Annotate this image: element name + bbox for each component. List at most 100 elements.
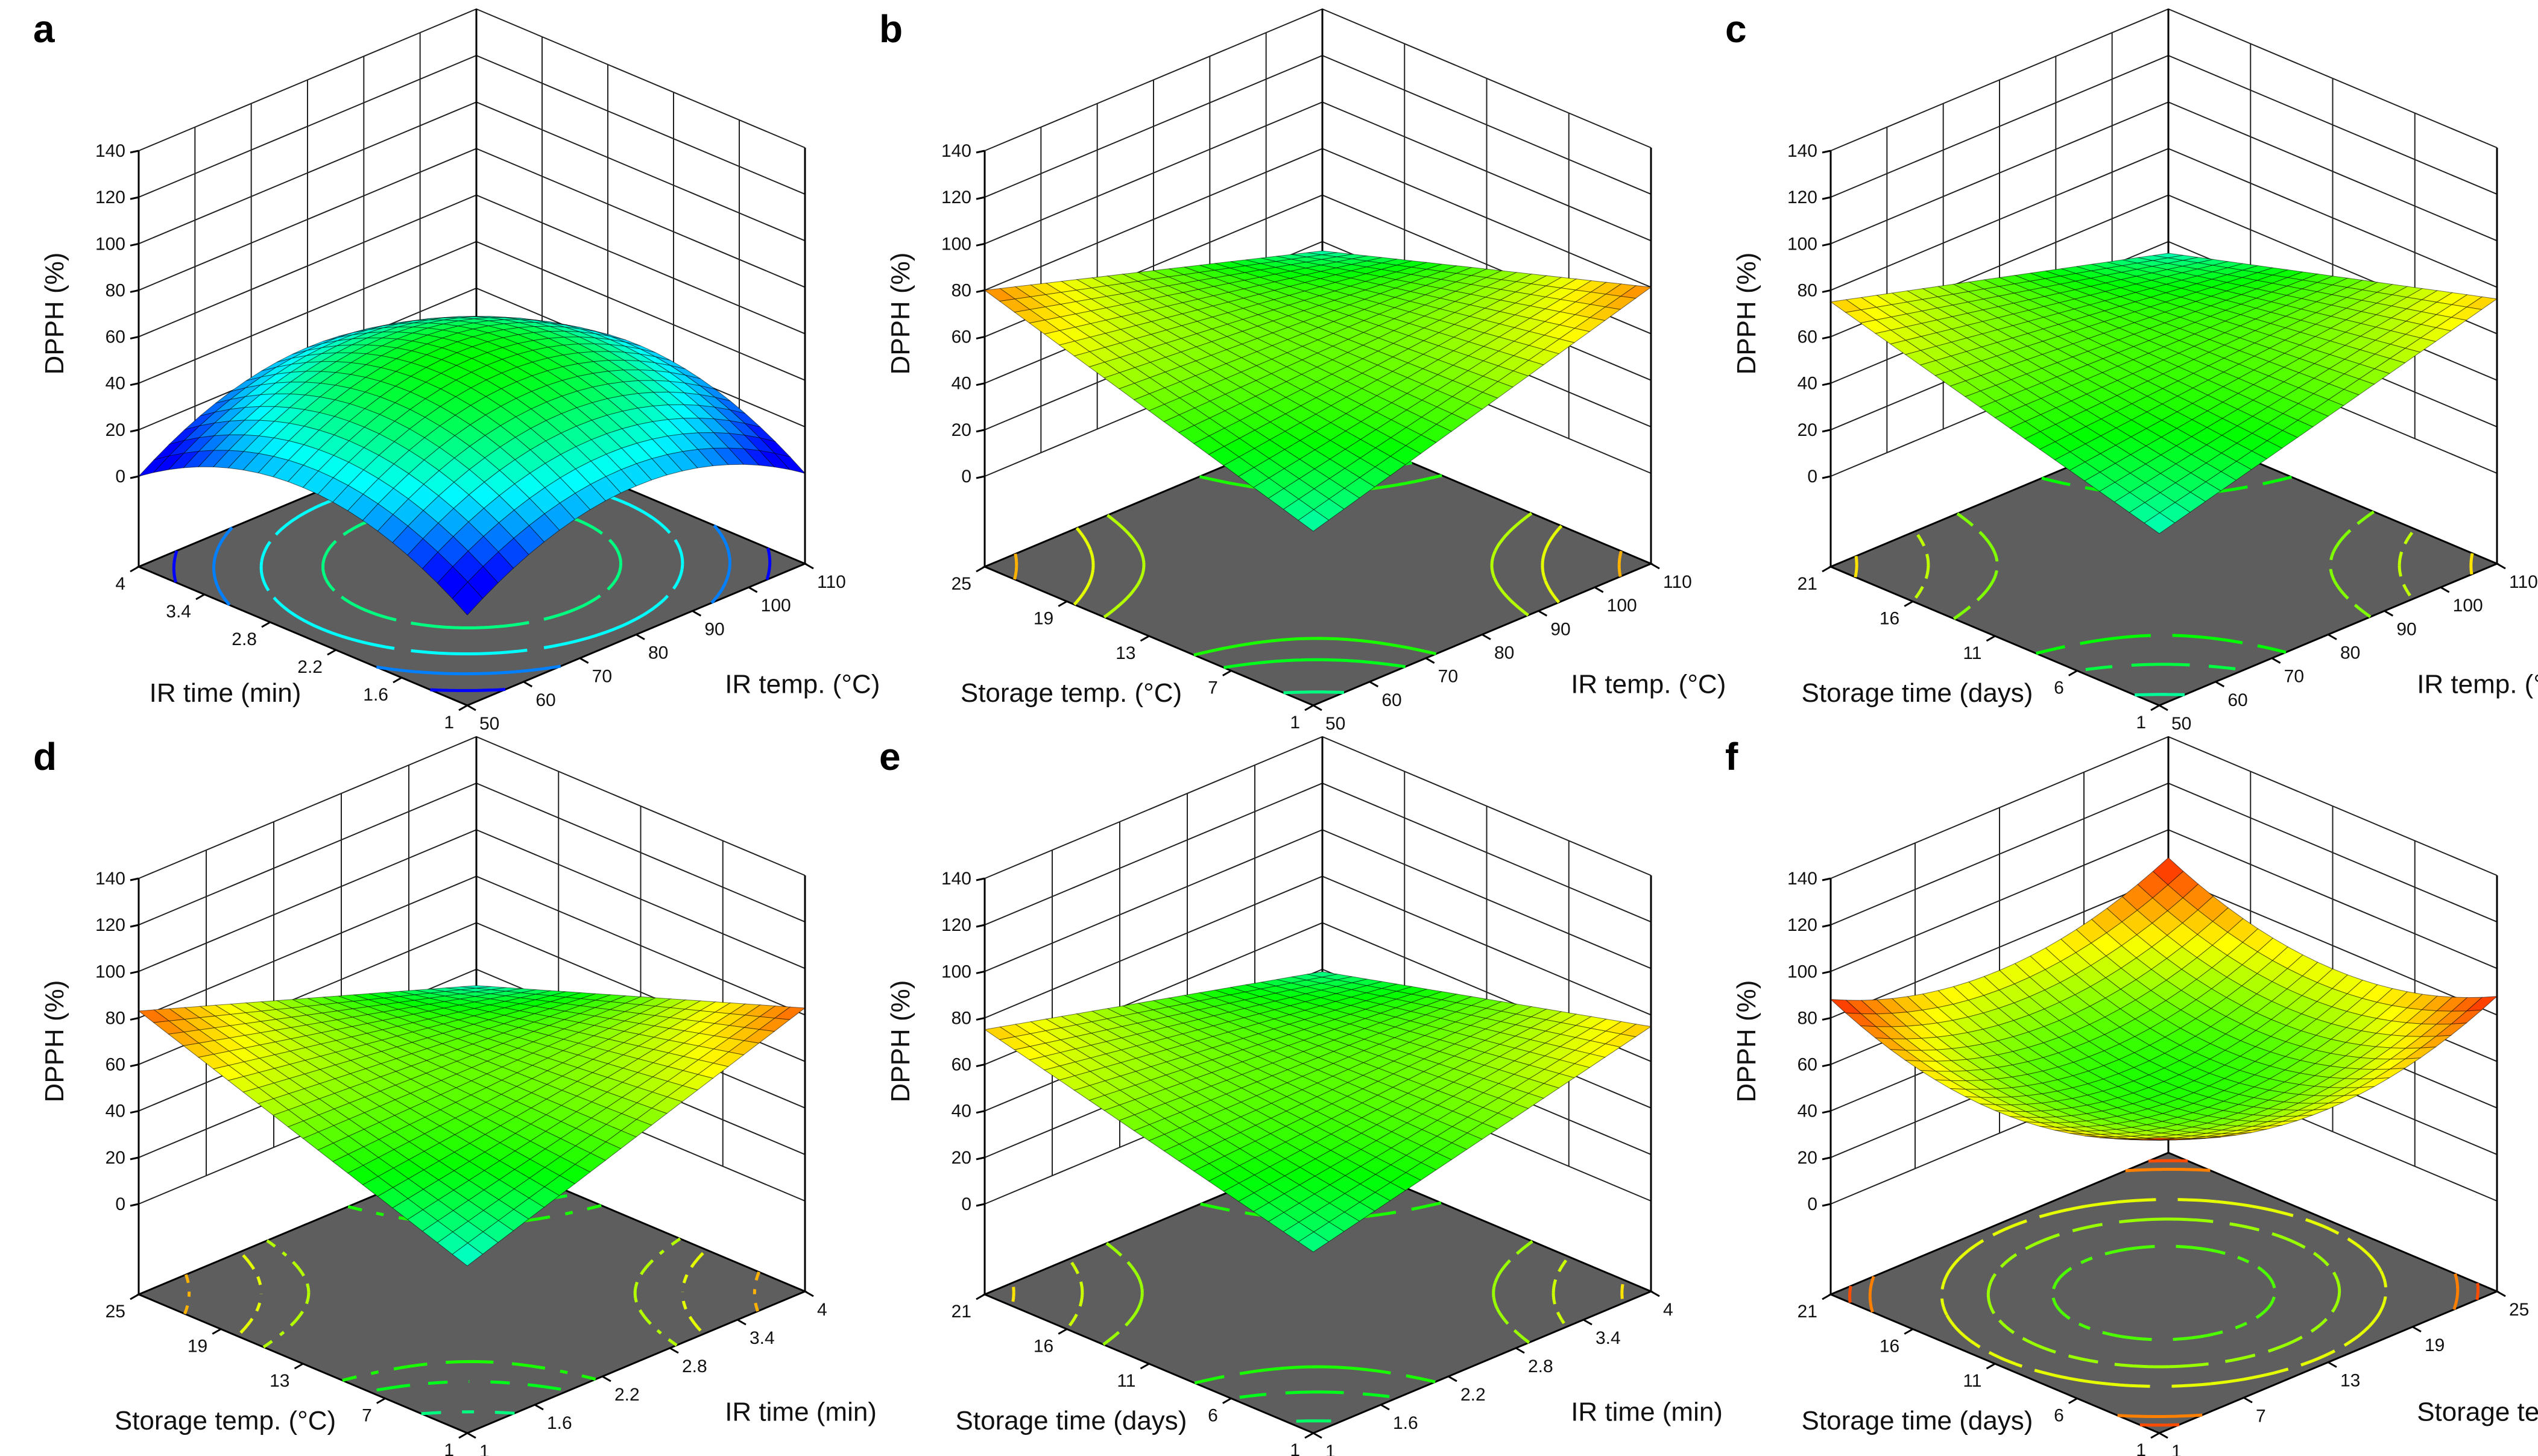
x-tick <box>804 1290 814 1297</box>
z-tick-label: 140 <box>1787 141 1817 161</box>
z-tick <box>130 924 139 928</box>
contour-lines <box>1854 433 2474 697</box>
y-tick <box>1222 1398 1232 1404</box>
y-axis-label: IR time (min) <box>150 678 301 708</box>
y-tick-label: 6 <box>2054 1406 2064 1426</box>
y-axis-label: Storage temp. (°C) <box>115 1406 336 1436</box>
z-tick-label: 20 <box>1798 1148 1817 1168</box>
x-tick <box>1425 657 1435 664</box>
z-tick-label: 60 <box>106 327 125 347</box>
y-tick <box>2068 1398 2078 1404</box>
x-tick-label: 50 <box>479 714 499 734</box>
contour-line <box>1013 550 1623 580</box>
x-tick <box>636 634 645 640</box>
x-tick-label: 100 <box>761 596 791 616</box>
gridline-z <box>138 194 806 338</box>
x-tick <box>2384 610 2394 617</box>
z-tick <box>976 1203 985 1207</box>
z-tick-label: 140 <box>95 141 125 161</box>
x-axis: 1 7 13 19 25 Storage temp. (°C) <box>2159 1290 2538 1456</box>
y-tick-label: 11 <box>1117 1371 1135 1391</box>
panel-e: e 0 20 40 60 80 100 120 140 DPPH (%) 1 1.6 2.2 2.8 3.4… <box>879 735 1723 1456</box>
y-tick-label: 25 <box>952 574 971 594</box>
x-tick-label: 110 <box>817 572 846 592</box>
x-tick <box>467 704 476 711</box>
y-tick-label: 1 <box>444 1440 454 1456</box>
z-tick <box>976 242 985 247</box>
y-tick <box>376 1398 386 1404</box>
gridline-z <box>138 783 806 926</box>
y-tick-label: 6 <box>2054 678 2064 698</box>
y-tick-label: 13 <box>1116 643 1135 663</box>
surface-cell <box>1298 509 1330 532</box>
y-tick-label: 16 <box>1880 609 1899 629</box>
x-tick-label: 7 <box>2256 1406 2266 1426</box>
x-tick-label: 2.8 <box>682 1357 707 1376</box>
y-tick <box>195 593 205 600</box>
z-tick <box>130 1016 139 1021</box>
z-tick-label: 20 <box>106 1148 125 1168</box>
z-tick-label: 60 <box>1798 327 1817 347</box>
x-tick <box>1313 704 1322 711</box>
x-tick-label: 70 <box>2284 667 2304 687</box>
response-surface <box>137 985 806 1267</box>
z-tick-label: 0 <box>961 1194 971 1214</box>
y-tick <box>2068 670 2078 676</box>
z-axis-label: DPPH (%) <box>886 253 915 375</box>
x-tick <box>1448 1375 1457 1382</box>
response-surface <box>983 250 1652 532</box>
z-tick <box>976 1110 985 1114</box>
z-tick <box>130 336 139 340</box>
y-tick <box>130 1293 139 1300</box>
x-tick-label: 80 <box>648 643 668 663</box>
x-tick-label: 100 <box>1607 596 1637 616</box>
x-tick-label: 25 <box>2509 1300 2529 1320</box>
z-tick-label: 20 <box>1798 420 1817 440</box>
x-tick <box>1313 1432 1322 1439</box>
z-tick-label: 80 <box>106 1008 125 1028</box>
x-tick <box>1650 563 1660 570</box>
x-tick <box>2440 586 2450 593</box>
y-tick-label: 4 <box>115 574 125 594</box>
x-axis: 1 1.6 2.2 2.8 3.4 4 IR time (min) <box>1313 1290 1723 1456</box>
panel-label: e <box>879 735 901 778</box>
y-tick <box>1140 635 1150 642</box>
z-tick-label: 100 <box>941 962 971 982</box>
z-tick-label: 60 <box>952 327 971 347</box>
x-tick-label: 100 <box>2453 596 2483 616</box>
y-tick <box>1904 600 1913 607</box>
y-tick <box>261 621 271 628</box>
z-tick <box>976 336 985 340</box>
panel-label: f <box>1725 735 1738 778</box>
x-tick <box>1650 1290 1660 1297</box>
z-tick <box>1822 877 1831 881</box>
z-tick-label: 120 <box>941 915 971 935</box>
z-tick <box>130 289 139 293</box>
y-tick-label: 1 <box>2136 1440 2146 1456</box>
gridline-z <box>1830 736 2498 879</box>
contour-line <box>1952 510 2375 620</box>
panel-label: c <box>1725 7 1747 51</box>
z-tick-label: 80 <box>106 280 125 300</box>
x-tick-label: 60 <box>2227 690 2247 710</box>
z-tick <box>1822 429 1831 433</box>
x-tick <box>1594 586 1604 593</box>
z-tick-label: 80 <box>952 1008 971 1028</box>
z-tick-label: 100 <box>95 234 125 254</box>
y-tick <box>976 1293 985 1300</box>
x-tick-label: 110 <box>2509 572 2538 592</box>
contour-line <box>1073 525 1563 606</box>
z-tick <box>130 1203 139 1207</box>
z-tick-label: 40 <box>106 374 125 394</box>
contour-line <box>1068 1259 1568 1327</box>
response-surface <box>983 971 1652 1253</box>
z-tick <box>1822 196 1831 200</box>
x-tick <box>737 1319 747 1326</box>
gridline-z <box>1830 8 2498 151</box>
x-tick-label: 50 <box>2171 714 2191 734</box>
z-tick <box>976 289 985 293</box>
z-tick <box>130 877 139 881</box>
